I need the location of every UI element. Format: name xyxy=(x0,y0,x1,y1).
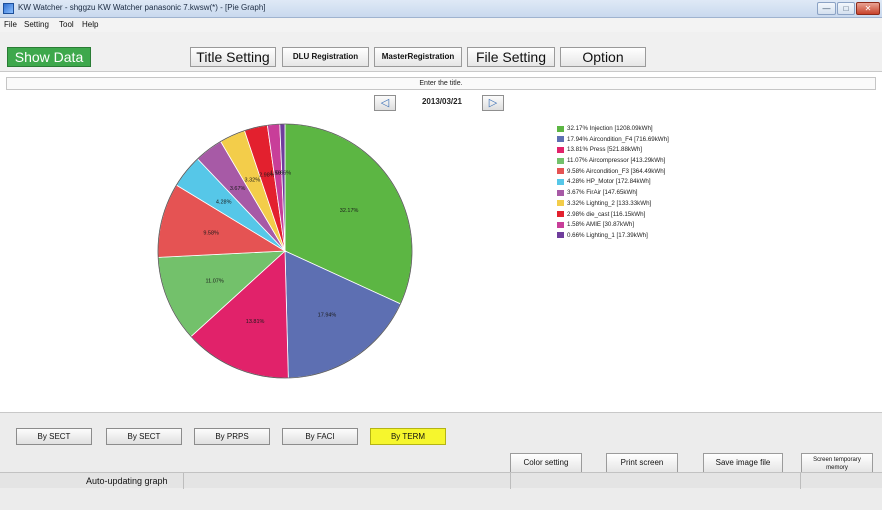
date-navigation: ◁ 2013/03/21 ▷ xyxy=(0,95,882,113)
legend-item: 32.17% Injection [1208.09kWh] xyxy=(557,124,777,135)
save-image-button[interactable]: Save image file xyxy=(703,453,783,473)
menu-tool[interactable]: Tool xyxy=(59,20,74,29)
bottom-panel: By SECT By SECT By PRPS By FACI By TERM … xyxy=(0,412,882,510)
by-sect-button-2[interactable]: By SECT xyxy=(106,428,182,445)
legend-label: 32.17% Injection [1208.09kWh] xyxy=(567,125,653,132)
legend-item: 0.66% Lighting_1 [17.39kWh] xyxy=(557,231,777,242)
by-term-button[interactable]: By TERM xyxy=(370,428,446,445)
pie-chart-area: 32.17% 17.94% 13.81% 11.07% 9.58% 4.28% 3.67% 3… xyxy=(0,113,882,413)
pie-slice-label: 17.94% xyxy=(318,313,337,319)
legend-item: 1.58% AMIE [30.87kWh] xyxy=(557,220,777,231)
current-date: 2013/03/21 xyxy=(421,97,463,106)
pie-slice-label: 9.58% xyxy=(203,230,219,236)
group-buttons: By SECT By SECT By PRPS By FACI By TERM xyxy=(0,428,882,445)
legend-swatch xyxy=(557,232,564,239)
close-button[interactable]: ✕ xyxy=(856,2,880,15)
title-bar: KW Watcher - shggzu KW Watcher panasonic… xyxy=(0,0,882,18)
next-day-button[interactable]: ▷ xyxy=(482,95,504,111)
pie-slice-label: 3.67% xyxy=(230,186,246,192)
by-faci-button[interactable]: By FACI xyxy=(282,428,358,445)
legend-item: 9.58% Aircondition_F3 [364.49kWh] xyxy=(557,167,777,178)
status-bar: Auto-updating graph xyxy=(0,472,882,489)
legend-swatch xyxy=(557,189,564,196)
legend-label: 3.67% FirAir [147.65kWh] xyxy=(567,189,638,197)
pie-slice-label: 2.98% xyxy=(259,172,275,178)
legend-label: 0.66% Lighting_1 [17.39kWh] xyxy=(567,231,648,239)
menu-help[interactable]: Help xyxy=(82,20,99,29)
legend-swatch xyxy=(557,136,564,143)
legend-item: 4.28% HP_Motor [172.84kWh] xyxy=(557,177,777,188)
pie-slice-label: 1.58% xyxy=(270,171,286,177)
legend-item: 13.81% Press [521.88kWh] xyxy=(557,145,777,156)
window-title: KW Watcher - shggzu KW Watcher panasonic… xyxy=(18,3,266,12)
menu-setting[interactable]: Setting xyxy=(24,20,49,29)
pie-slice-label: 3.32% xyxy=(245,177,261,183)
legend-label: 11.07% Aircompressor [413.29kWh] xyxy=(567,157,666,165)
previous-day-button[interactable]: ◁ xyxy=(374,95,396,111)
legend-label: 1.58% AMIE [30.87kWh] xyxy=(567,221,635,229)
chart-legend: 32.17% Injection [1208.09kWh] 17.94% Airc… xyxy=(557,124,777,242)
by-sect-button[interactable]: By SECT xyxy=(16,428,92,445)
legend-item: 2.98% die_cast [116.15kWh] xyxy=(557,210,777,221)
legend-swatch xyxy=(557,157,564,164)
pie-outline xyxy=(157,123,413,379)
screen-temporary-memory-button[interactable]: Screen temporary memory xyxy=(801,453,873,473)
legend-label: 2.98% die_cast [116.15kWh] xyxy=(567,210,646,218)
legend-swatch xyxy=(557,221,564,228)
pie-slice-label: 0.66% xyxy=(276,170,292,176)
menu-file[interactable]: File xyxy=(4,20,17,29)
legend-swatch xyxy=(557,211,564,217)
legend-swatch xyxy=(557,178,564,185)
legend-item: 3.32% Lighting_2 [133.33kWh] xyxy=(557,199,777,210)
legend-swatch xyxy=(557,125,564,132)
pie-slice-label: 13.81% xyxy=(246,319,265,325)
legend-swatch xyxy=(557,168,564,175)
chart-title-field[interactable]: Enter the title. xyxy=(6,77,876,90)
legend-label: 4.28% HP_Motor [172.84kWh] xyxy=(567,178,651,186)
legend-item: 17.94% Aircondition_F4 [716.69kWh] xyxy=(557,135,777,146)
legend-label: 17.94% Aircondition_F4 [716.69kWh] xyxy=(567,135,669,143)
arrow-right-icon: ▷ xyxy=(488,97,498,109)
legend-label: 9.58% Aircondition_F3 [364.49kWh] xyxy=(567,167,666,175)
by-prps-button[interactable]: By PRPS xyxy=(194,428,270,445)
color-setting-button[interactable]: Color setting xyxy=(510,453,582,473)
legend-item: 3.67% FirAir [147.65kWh] xyxy=(557,188,777,199)
legend-label: 13.81% Press [521.88kWh] xyxy=(567,146,642,154)
file-setting-button[interactable]: File Setting xyxy=(467,47,555,67)
status-text: Auto-updating graph xyxy=(86,476,168,486)
legend-swatch xyxy=(557,200,564,207)
option-button[interactable]: Option xyxy=(560,47,646,67)
pie-slice-label: 11.07% xyxy=(206,278,224,284)
maximize-button[interactable]: □ xyxy=(837,2,855,15)
legend-item: 11.07% Aircompressor [413.29kWh] xyxy=(557,156,777,167)
legend-label: 3.32% Lighting_2 [133.33kWh] xyxy=(567,199,652,207)
menu-bar: File Setting Tool Help xyxy=(0,18,882,32)
print-screen-button[interactable]: Print screen xyxy=(606,453,678,473)
show-data-button[interactable]: Show Data xyxy=(7,47,91,67)
app-icon xyxy=(3,3,14,14)
minimize-button[interactable]: — xyxy=(817,2,836,15)
pie-slice-label: 32.17% xyxy=(340,208,359,214)
toolbar: Show Data Title Setting DLU Registration… xyxy=(0,32,882,72)
title-setting-button[interactable]: Title Setting xyxy=(190,47,276,67)
legend-swatch xyxy=(557,146,564,153)
status-cell-1 xyxy=(0,473,184,489)
pie-chart: 32.17% 17.94% 13.81% 11.07% 9.58% 4.28% 3.67% 3… xyxy=(157,123,413,379)
status-cell-3 xyxy=(511,473,801,489)
dlu-registration-button[interactable]: DLU Registration xyxy=(282,47,369,67)
arrow-left-icon: ◁ xyxy=(380,97,390,109)
pie-slice-label: 4.28% xyxy=(216,200,232,206)
status-cell-2 xyxy=(184,473,511,489)
master-registration-button[interactable]: MasterRegistration xyxy=(374,47,462,67)
